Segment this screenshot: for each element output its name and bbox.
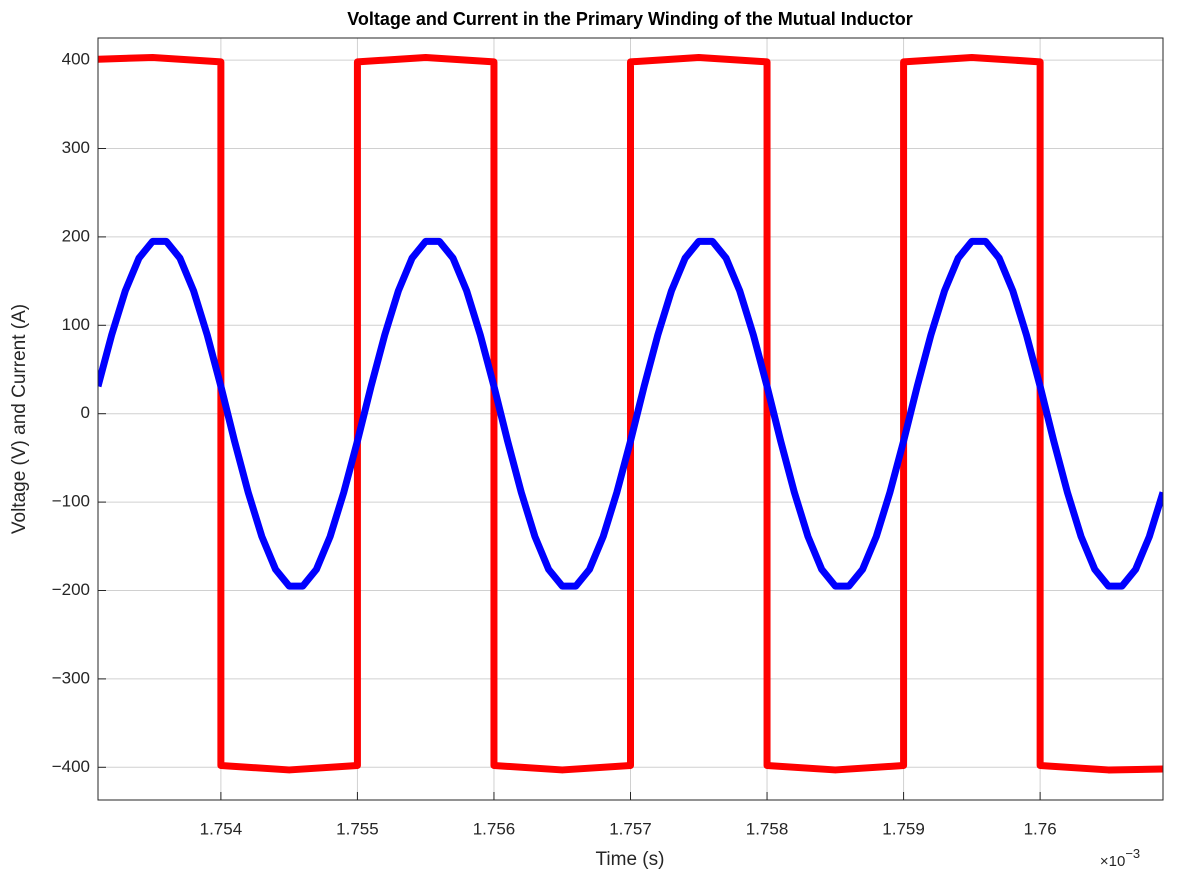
x-tick-label: 1.759: [882, 819, 925, 838]
y-tick-label: −200: [52, 580, 90, 599]
y-tick-label: 0: [81, 403, 90, 422]
y-tick-label: −100: [52, 492, 90, 511]
x-axis-label: Time (s): [596, 849, 665, 870]
y-tick-label: 400: [62, 50, 90, 69]
plot-frame: [97, 37, 1164, 801]
series-line: [98, 53, 1163, 774]
x-tick-label: 1.754: [200, 819, 243, 838]
y-tick-label: 300: [62, 138, 90, 157]
x-multiplier-base: ×10: [1100, 853, 1125, 870]
x-tick-label: 1.757: [609, 819, 652, 838]
series-line: [98, 237, 1163, 590]
y-tick-label: −400: [52, 757, 90, 776]
y-tick-label: −300: [52, 668, 90, 687]
x-multiplier-exponent: −3: [1125, 846, 1140, 861]
y-tick-label: 200: [62, 226, 90, 245]
x-multiplier: ×10−3: [1100, 846, 1140, 870]
y-tick-label: 100: [62, 315, 90, 334]
y-axis-label: Voltage (V) and Current (A): [9, 304, 30, 534]
x-tick-label: 1.76: [1024, 819, 1057, 838]
chart-title: Voltage and Current in the Primary Windi…: [347, 9, 913, 29]
x-tick-label: 1.758: [746, 819, 789, 838]
x-tick-label: 1.756: [473, 819, 516, 838]
x-tick-label: 1.755: [336, 819, 379, 838]
